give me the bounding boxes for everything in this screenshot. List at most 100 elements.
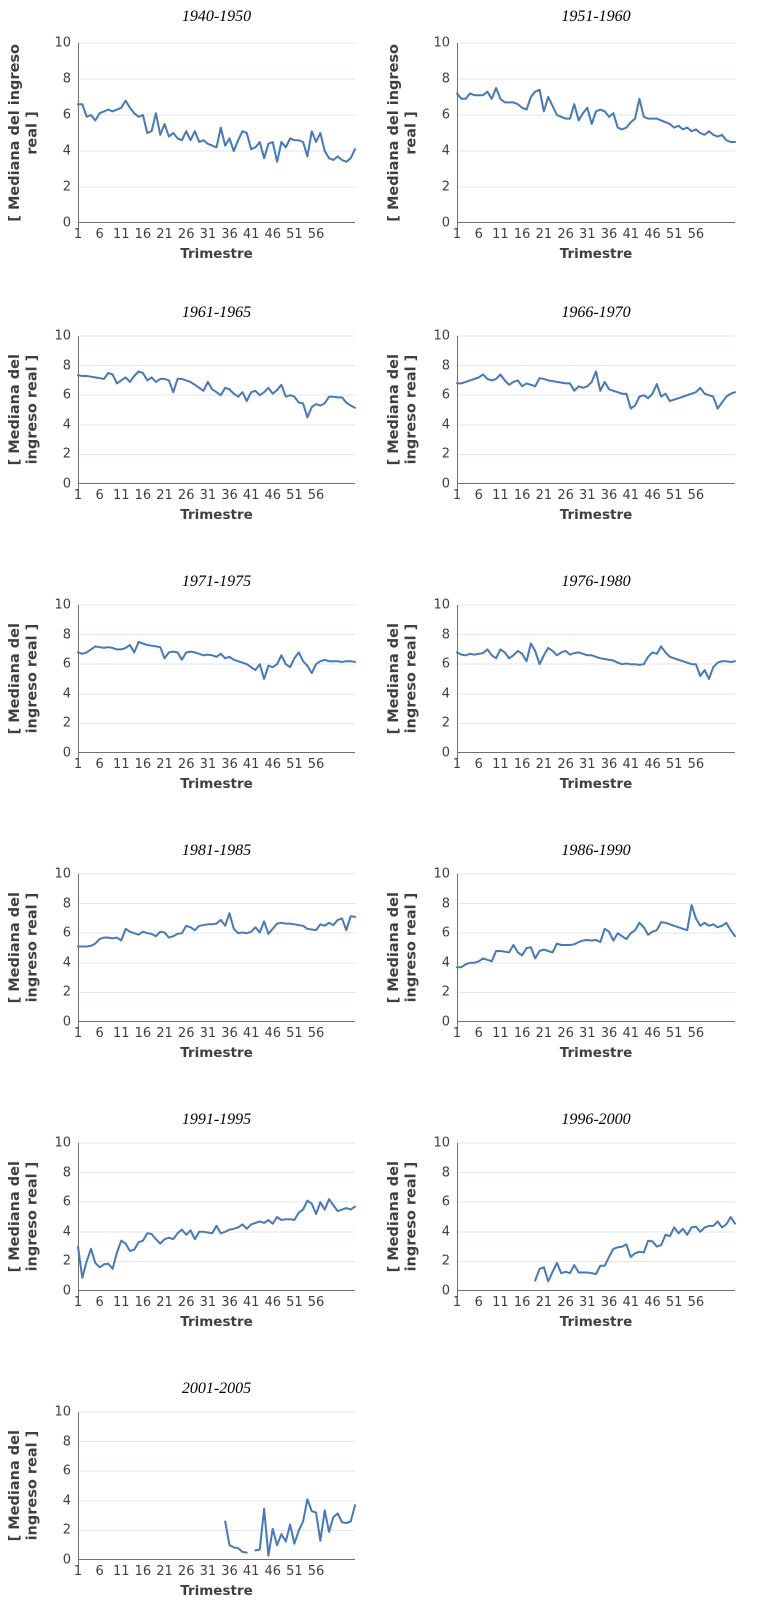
chart-title: 1966-1970 bbox=[561, 304, 631, 321]
y-tick-label: 4 bbox=[62, 1493, 71, 1509]
x-tick-label: 11 bbox=[113, 227, 130, 242]
x-tick-label: 46 bbox=[644, 1026, 661, 1041]
x-tick-label: 56 bbox=[307, 227, 325, 242]
y-tick-label: 4 bbox=[62, 686, 71, 702]
chart-body: [ Mediana del ingreso real ] 0 2 4 6 8 10 bbox=[0, 329, 379, 492]
y-tick-label: 10 bbox=[433, 597, 450, 613]
x-tick-label: 41 bbox=[242, 1564, 260, 1579]
y-tick-label: 8 bbox=[441, 358, 450, 374]
x-tick-label: 21 bbox=[156, 1295, 173, 1310]
x-tick-label: 26 bbox=[557, 757, 574, 772]
chart-cell: 1981-1985 [ Mediana del ingreso real ] 0… bbox=[0, 807, 379, 1076]
y-axis-title-line2: ingreso real ] bbox=[24, 1431, 40, 1541]
y-axis-ticks: 0 2 4 6 8 10 bbox=[48, 36, 78, 231]
y-axis-title-line2: ingreso real ] bbox=[403, 624, 419, 734]
chart-title: 1971-1975 bbox=[181, 573, 252, 590]
chart-body: [ Mediana del ingreso real ] 0 2 4 6 8 10 bbox=[379, 598, 759, 761]
y-axis-title: [ Mediana del ingreso real ] bbox=[0, 874, 48, 1022]
x-axis-title: Trimestre bbox=[180, 246, 253, 262]
y-axis-title: [ Mediana del ingreso real ] bbox=[0, 336, 48, 484]
line-chart-svg bbox=[76, 1142, 357, 1296]
y-tick-label: 2 bbox=[62, 1253, 71, 1269]
y-tick-label: 8 bbox=[62, 627, 71, 643]
line-chart-svg bbox=[76, 873, 357, 1027]
x-tick-label: 16 bbox=[134, 227, 152, 242]
y-tick-label: 0 bbox=[62, 215, 71, 231]
x-tick-label: 41 bbox=[622, 227, 640, 242]
chart-title: 1991-1995 bbox=[181, 1111, 252, 1128]
y-tick-label: 6 bbox=[62, 107, 71, 123]
y-axis-title-line2: real ] bbox=[403, 111, 419, 155]
x-axis-ticks: 1 6 11 16 21 26 31 36 41 46 51 56 bbox=[453, 1295, 735, 1312]
y-tick-label: 0 bbox=[62, 476, 71, 492]
x-tick-label: 21 bbox=[156, 1564, 173, 1579]
x-axis-ticks: 1 6 11 16 21 26 31 36 41 46 51 56 bbox=[453, 757, 735, 774]
x-tick-label: 6 bbox=[474, 488, 483, 503]
y-tick-label: 8 bbox=[62, 358, 71, 374]
x-tick-label: 56 bbox=[307, 1564, 325, 1579]
line-chart-svg bbox=[76, 42, 357, 228]
x-tick-label: 56 bbox=[687, 757, 705, 772]
y-axis-ticks: 0 2 4 6 8 10 bbox=[427, 598, 457, 761]
income-line-series bbox=[76, 1198, 357, 1279]
x-tick-label: 36 bbox=[221, 757, 238, 772]
x-tick-label: 41 bbox=[242, 757, 260, 772]
y-tick-label: 2 bbox=[441, 984, 450, 1000]
plot-area bbox=[78, 1411, 357, 1565]
line-chart-svg bbox=[455, 604, 737, 758]
x-tick-label: 11 bbox=[113, 1026, 130, 1041]
y-tick-label: 6 bbox=[62, 1463, 71, 1479]
y-axis-title-line1: [ Mediana del bbox=[6, 354, 23, 466]
y-axis-title-line1: [ Mediana del bbox=[6, 1430, 23, 1542]
x-tick-label: 21 bbox=[535, 227, 553, 242]
y-tick-label: 8 bbox=[441, 71, 450, 87]
chart-cell: 1976-1980 [ Mediana del ingreso real ] 0… bbox=[379, 538, 759, 807]
x-tick-label: 46 bbox=[644, 227, 661, 242]
income-line-series bbox=[455, 904, 737, 969]
y-axis-title-line1: [ Mediana del bbox=[385, 354, 402, 466]
y-axis-title: [ Mediana del ingreso real ] bbox=[379, 43, 427, 223]
x-tick-label: 16 bbox=[513, 757, 531, 772]
x-tick-label: 56 bbox=[307, 488, 325, 503]
y-tick-label: 4 bbox=[62, 1224, 71, 1240]
y-axis-title-line2: ingreso real ] bbox=[24, 893, 40, 1003]
x-axis-ticks: 1 6 11 16 21 26 31 36 41 46 51 56 bbox=[74, 1564, 355, 1581]
x-tick-label: 51 bbox=[286, 1564, 303, 1579]
x-tick-label: 36 bbox=[221, 1564, 238, 1579]
y-tick-label: 6 bbox=[441, 387, 450, 403]
y-axis-title-line2: ingreso real ] bbox=[403, 893, 419, 1003]
y-axis-ticks: 0 2 4 6 8 10 bbox=[427, 867, 457, 1030]
y-tick-label: 10 bbox=[54, 35, 71, 51]
x-tick-label: 26 bbox=[557, 227, 574, 242]
x-tick-label: 1 bbox=[73, 1564, 83, 1579]
y-axis-title-line2: ingreso real ] bbox=[24, 624, 40, 734]
x-tick-label: 1 bbox=[73, 1026, 83, 1041]
x-tick-label: 31 bbox=[579, 227, 596, 242]
y-tick-label: 2 bbox=[441, 446, 450, 462]
y-tick-label: 0 bbox=[441, 476, 450, 492]
y-tick-label: 6 bbox=[62, 387, 71, 403]
line-chart-svg bbox=[78, 1411, 357, 1565]
x-tick-label: 11 bbox=[492, 1295, 509, 1310]
chart-cell: 1961-1965 [ Mediana del ingreso real ] 0… bbox=[0, 269, 379, 538]
y-axis-title-line1: [ Mediana del bbox=[385, 1161, 402, 1273]
x-tick-label: 41 bbox=[622, 1295, 640, 1310]
x-tick-label: 56 bbox=[687, 1295, 705, 1310]
x-tick-label: 46 bbox=[264, 1026, 282, 1041]
x-tick-label: 46 bbox=[644, 757, 661, 772]
chart-body: [ Mediana del ingreso real ] 0 2 4 6 8 10 bbox=[0, 598, 379, 761]
y-tick-label: 8 bbox=[62, 1165, 71, 1181]
income-line-series bbox=[76, 641, 357, 680]
x-tick-label: 36 bbox=[221, 227, 238, 242]
y-axis-title-line1: [ Mediana del bbox=[6, 1161, 23, 1273]
plot-area bbox=[455, 335, 737, 489]
chart-title: 1981-1985 bbox=[181, 842, 252, 859]
x-axis-ticks: 1 6 11 16 21 26 31 36 41 46 51 56 bbox=[74, 757, 355, 774]
chart-body: [ Mediana del ingreso real ] 0 2 4 6 8 10 bbox=[0, 36, 379, 231]
y-tick-label: 4 bbox=[441, 417, 450, 433]
x-tick-label: 26 bbox=[177, 757, 195, 772]
chart-cell: 1971-1975 [ Mediana del ingreso real ] 0… bbox=[0, 538, 379, 807]
x-tick-label: 46 bbox=[264, 757, 282, 772]
x-tick-label: 6 bbox=[95, 1564, 104, 1579]
x-tick-label: 51 bbox=[665, 1026, 683, 1041]
